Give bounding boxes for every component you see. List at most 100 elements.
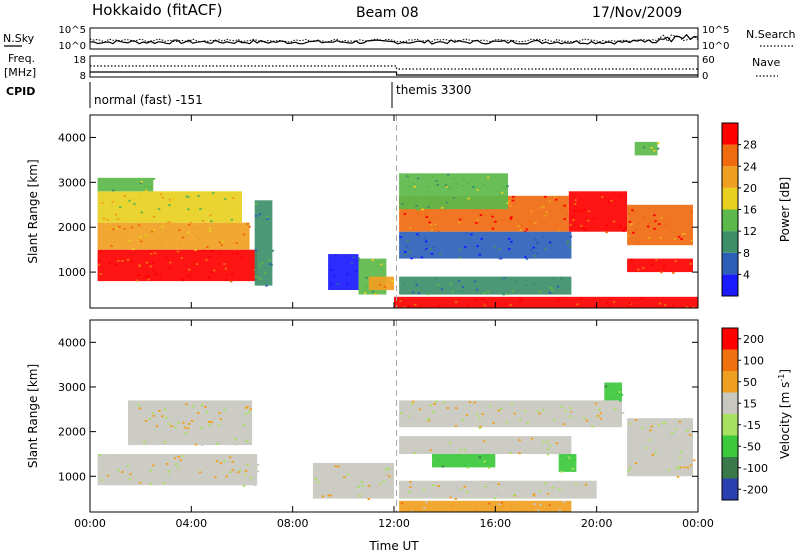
echo-speckle: [448, 187, 451, 190]
echo-speckle: [674, 428, 677, 431]
echo-speckle: [518, 452, 521, 455]
echo-region-power: [634, 141, 658, 156]
echo-speckle: [416, 208, 420, 211]
colorbar-tick-label: -15: [743, 419, 761, 432]
echo-speckle: [441, 465, 445, 468]
echo-speckle: [460, 290, 464, 293]
echo-speckle: [198, 471, 202, 474]
echo-region-power: [399, 231, 572, 259]
echo-speckle: [187, 268, 191, 271]
echo-speckle: [478, 188, 481, 190]
echo-speckle: [659, 237, 662, 239]
echo-speckle: [464, 246, 467, 248]
echo-speckle: [678, 420, 682, 423]
echo-speckle: [511, 199, 515, 202]
echo-speckle: [223, 409, 226, 411]
echo-speckle: [136, 279, 139, 282]
echo-speckle: [174, 463, 178, 465]
echo-speckle: [478, 417, 481, 420]
echo-speckle: [479, 214, 483, 216]
echo-speckle: [432, 246, 435, 249]
echo-speckle: [576, 303, 579, 306]
echo-speckle: [336, 283, 339, 285]
echo-speckle: [504, 437, 508, 440]
echo-speckle: [231, 197, 235, 199]
echo-speckle: [509, 451, 512, 454]
echo-speckle: [416, 233, 419, 236]
echo-speckle: [573, 459, 577, 461]
nsearch-tick-top: 10^5: [702, 25, 729, 36]
echo-speckle: [658, 223, 661, 225]
echo-speckle: [371, 259, 374, 262]
echo-speckle: [688, 458, 692, 460]
colorbar-title: Power [dB]: [778, 177, 792, 242]
echo-speckle: [481, 413, 484, 416]
echo-speckle: [510, 216, 513, 219]
echo-speckle: [662, 422, 665, 425]
echo-speckle: [553, 419, 556, 422]
echo-speckle: [574, 209, 577, 212]
echo-speckle: [533, 282, 537, 285]
colorbar-swatch: [722, 435, 738, 457]
echo-speckle: [193, 442, 196, 445]
echo-speckle: [230, 273, 234, 275]
nsky-series: [89, 33, 699, 45]
echo-speckle: [640, 297, 643, 300]
echo-speckle: [365, 277, 368, 279]
echo-speckle: [234, 438, 237, 441]
echo-speckle: [562, 501, 565, 503]
echo-speckle: [334, 465, 337, 468]
echo-speckle: [380, 263, 383, 266]
echo-speckle: [199, 427, 203, 429]
echo-speckle: [524, 256, 527, 258]
echo-speckle: [571, 216, 575, 219]
echo-speckle: [548, 200, 552, 203]
echo-speckle: [679, 451, 683, 454]
echo-speckle: [444, 184, 448, 187]
echo-speckle: [190, 273, 194, 276]
echo-speckle: [415, 449, 418, 451]
echo-speckle: [535, 252, 538, 255]
echo-speckle: [571, 411, 574, 414]
echo-speckle: [569, 223, 572, 226]
echo-speckle: [152, 216, 156, 218]
echo-speckle: [106, 219, 109, 221]
echo-speckle: [149, 265, 152, 268]
echo-speckle: [100, 479, 103, 481]
echo-speckle: [210, 220, 213, 223]
echo-speckle: [546, 448, 549, 451]
echo-speckle: [223, 460, 226, 462]
echo-speckle: [228, 221, 231, 224]
echo-speckle: [533, 503, 536, 505]
echo-speckle: [544, 247, 547, 250]
echo-speckle: [159, 240, 162, 243]
echo-speckle: [449, 442, 452, 444]
echo-speckle: [178, 229, 181, 232]
echo-speckle: [233, 194, 236, 196]
echo-speckle: [235, 242, 238, 244]
echo-speckle: [663, 264, 666, 267]
nave-label: Nave: [752, 56, 780, 69]
echo-speckle: [151, 412, 155, 415]
echo-speckle: [495, 493, 498, 496]
echo-speckle: [146, 186, 150, 188]
echo-speckle: [495, 421, 498, 424]
echo-speckle: [457, 280, 461, 282]
echo-speckle: [446, 201, 449, 204]
echo-speckle: [239, 460, 242, 463]
echo-speckle: [190, 420, 194, 422]
echo-speckle: [161, 196, 164, 199]
echo-speckle: [138, 264, 141, 267]
echo-speckle: [584, 229, 587, 231]
echo-speckle: [134, 205, 137, 208]
colorbar-tick-label: 12: [743, 225, 757, 238]
echo-speckle: [502, 293, 505, 296]
echo-speckle: [573, 203, 577, 205]
echo-speckle: [607, 201, 611, 204]
echo-speckle: [445, 185, 448, 188]
echo-speckle: [345, 273, 349, 276]
echo-speckle: [526, 421, 529, 424]
echo-speckle: [378, 283, 382, 286]
echo-speckle: [542, 441, 545, 444]
echo-speckle: [630, 223, 634, 225]
